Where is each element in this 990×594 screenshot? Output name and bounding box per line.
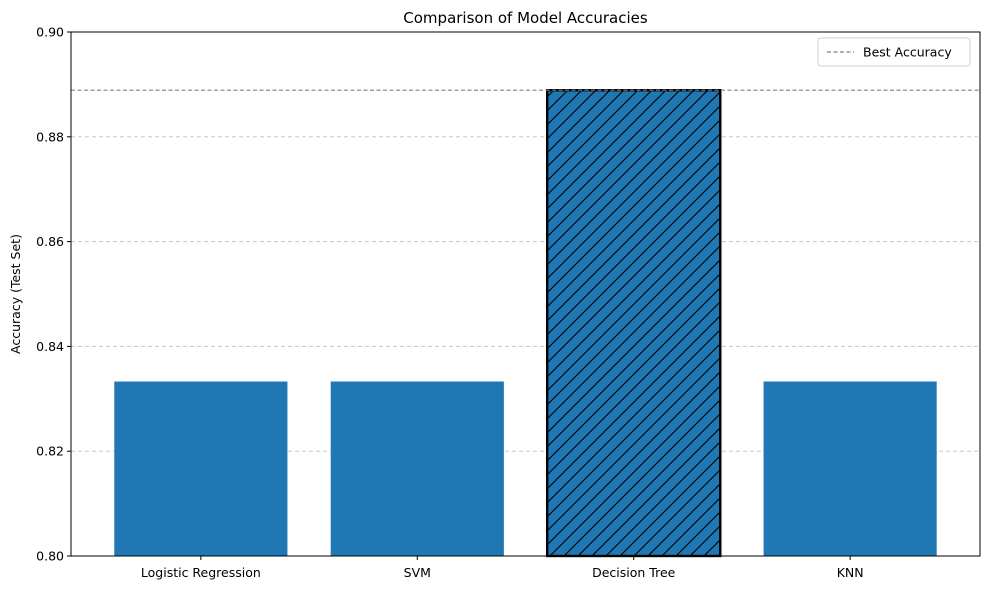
y-tick-label: 0.90 (36, 25, 64, 40)
legend-label-best-accuracy: Best Accuracy (863, 45, 952, 60)
y-tick-label: 0.84 (36, 339, 64, 354)
bar-knn (763, 381, 937, 556)
y-axis: 0.80 0.82 0.84 0.86 0.88 0.90 (36, 25, 71, 564)
bar-logistic-regression (114, 381, 288, 556)
plot-frame (70, 31, 981, 557)
x-tick-label: Decision Tree (592, 565, 676, 580)
bar-hatch-decision-tree (546, 89, 722, 558)
y-tick-label: 0.88 (36, 129, 64, 144)
y-tick-label: 0.80 (36, 549, 64, 564)
x-axis: Logistic Regression SVM Decision Tree KNN (141, 556, 864, 580)
legend: Best Accuracy (817, 37, 971, 67)
y-axis-title: Accuracy (Test Set) (8, 234, 23, 354)
chart-title: Comparison of Model Accuracies (403, 9, 648, 27)
y-tick-label: 0.82 (36, 444, 64, 459)
bars (114, 89, 937, 558)
legend-box (817, 37, 971, 67)
x-tick-label: SVM (404, 565, 431, 580)
x-tick-label: Logistic Regression (141, 565, 261, 580)
y-tick-label: 0.86 (36, 234, 64, 249)
bar-svm (330, 381, 504, 556)
x-tick-label: KNN (837, 565, 864, 580)
